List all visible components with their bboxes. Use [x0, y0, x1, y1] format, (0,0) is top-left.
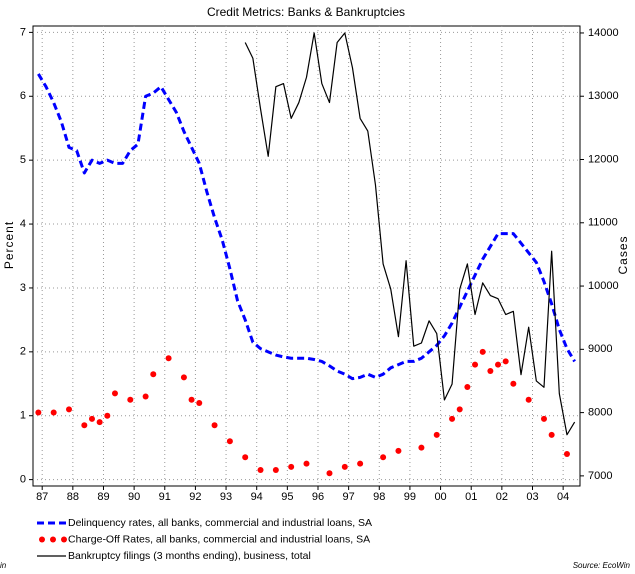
data-point [418, 444, 425, 451]
data-point [479, 348, 486, 355]
data-point [242, 454, 249, 461]
data-point [288, 463, 295, 470]
data-point [257, 467, 264, 474]
data-point [395, 447, 402, 454]
y2-tick-label: 13000 [588, 90, 619, 102]
data-point [487, 368, 494, 374]
data-point [502, 358, 509, 365]
data-point [357, 460, 364, 467]
y-tick-label: 1 [20, 410, 26, 422]
chart-title: Credit Metrics: Banks & Bankruptcies [207, 5, 405, 19]
x-tick-label: 00 [434, 491, 446, 503]
left-fragment: in [0, 561, 7, 570]
data-point [456, 406, 463, 413]
data-point [35, 409, 42, 416]
data-point [380, 454, 387, 461]
legend-symbol [50, 536, 56, 543]
legend-symbol [39, 536, 45, 543]
y2-tick-label: 14000 [588, 27, 619, 39]
data-point [510, 380, 517, 387]
data-point [464, 383, 471, 390]
y-axis-label: Percent [2, 221, 16, 269]
data-point [303, 460, 310, 467]
data-point [142, 393, 149, 400]
y-tick-label: 6 [20, 90, 26, 102]
data-point [211, 422, 218, 429]
x-tick-label: 96 [312, 491, 324, 503]
plot-frame [32, 25, 581, 487]
x-tick-label: 03 [526, 491, 538, 503]
y2-axis-label: Cases [616, 235, 630, 274]
y2-tick-label: 8000 [588, 407, 612, 419]
y-tick-label: 0 [20, 474, 26, 486]
x-tick-label: 93 [220, 491, 232, 503]
y-tick-label: 7 [20, 26, 26, 38]
data-point [495, 361, 502, 368]
y2-tick-label: 9000 [588, 343, 612, 355]
data-point [150, 371, 157, 378]
x-tick-label: 04 [557, 491, 569, 503]
data-point [472, 361, 479, 368]
series-line [37, 73, 576, 381]
y2-tick-label: 7000 [588, 470, 612, 482]
data-point [540, 415, 547, 422]
data-point [272, 467, 279, 474]
x-tick-label: 87 [36, 491, 48, 503]
data-point [196, 399, 203, 406]
legend-label: Bankruptcy filings (3 months ending), bu… [68, 550, 311, 562]
source: Source: EcoWin [573, 561, 631, 570]
data-point [563, 451, 570, 458]
y2-tick-label: 12000 [588, 153, 619, 165]
legend-label: Delinquency rates, all banks, commercial… [68, 517, 372, 529]
data-point [449, 415, 456, 422]
data-point [96, 419, 103, 426]
data-point [165, 355, 172, 362]
x-tick-label: 97 [343, 491, 355, 503]
y-tick-label: 5 [20, 154, 26, 166]
y-tick-label: 2 [20, 346, 26, 358]
data-point [226, 438, 233, 445]
data-point [326, 470, 333, 477]
data-point [104, 412, 111, 419]
x-tick-label: 94 [251, 491, 263, 503]
x-tick-label: 91 [159, 491, 171, 503]
y2-tick-label: 11000 [588, 217, 618, 229]
data-point [525, 396, 532, 403]
x-tick-label: 98 [373, 491, 385, 503]
data-point [81, 422, 88, 429]
series-line [244, 32, 576, 436]
x-tick-label: 90 [128, 491, 140, 503]
data-point [188, 396, 195, 403]
x-tick-label: 99 [404, 491, 416, 503]
legend-label: Charge-Off Rates, all banks, commercial … [68, 533, 370, 545]
data-point [127, 396, 134, 403]
x-tick-label: 01 [465, 491, 477, 503]
data-point [66, 406, 73, 413]
x-tick-label: 89 [97, 491, 109, 503]
legend-symbol [61, 536, 67, 543]
x-tick-label: 88 [67, 491, 79, 503]
data-point [341, 463, 348, 470]
data-point [88, 415, 95, 422]
y-tick-label: 3 [20, 282, 26, 294]
x-tick-label: 92 [189, 491, 201, 503]
data-point [180, 374, 187, 381]
x-tick-label: 95 [281, 491, 293, 503]
y-tick-label: 4 [20, 218, 26, 230]
data-point [433, 431, 440, 438]
data-point [111, 390, 118, 397]
x-tick-label: 02 [496, 491, 508, 503]
data-point [548, 431, 555, 438]
y2-tick-label: 10000 [588, 280, 619, 292]
data-point [50, 409, 57, 416]
